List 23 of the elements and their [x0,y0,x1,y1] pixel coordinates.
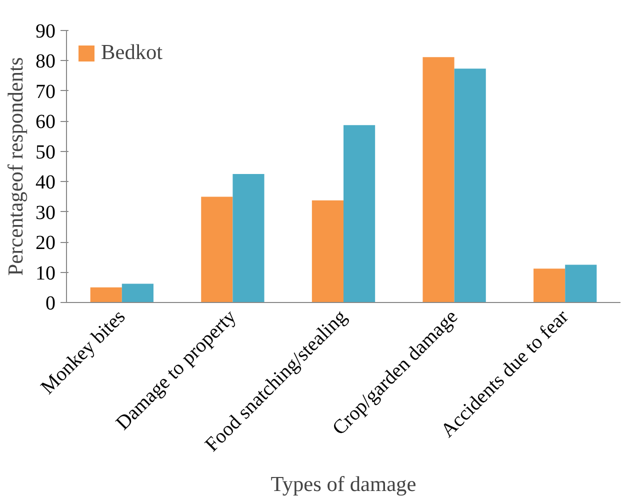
bar [454,68,486,302]
y-tick-label: 60 [36,111,56,134]
bar [90,287,122,302]
bar [201,196,233,302]
y-axis-title: Percentageof respondents [4,57,28,276]
y-tick-label: 30 [36,202,56,224]
legend-label: Bedkot [101,40,163,65]
y-tick-label: 90 [36,20,56,42]
y-tick-label: 10 [36,262,56,284]
y-tick-label: 20 [36,232,56,254]
bar [422,57,454,302]
bar [232,174,264,302]
bar [344,125,376,302]
y-tick-label: 70 [36,80,56,103]
bar [122,284,154,302]
bar [534,268,566,302]
y-tick-label: 40 [36,172,56,194]
bar [312,200,344,302]
y-tick-label: 50 [36,141,56,164]
x-axis-title: Types of damage [270,472,416,496]
y-tick-label: 80 [36,50,56,73]
bar [565,264,597,302]
y-tick-label: 0 [46,292,56,314]
